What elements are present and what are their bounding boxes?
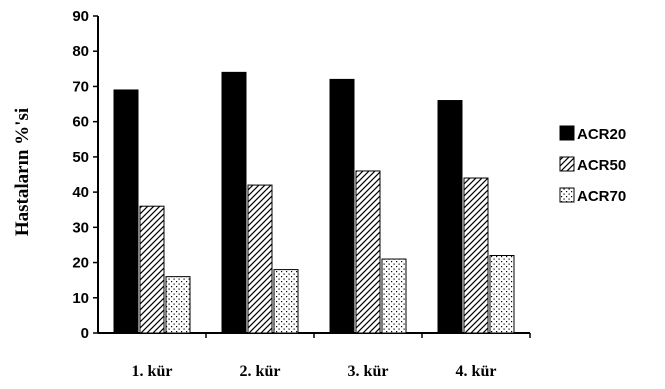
- bar-acr20-2: [221, 71, 247, 334]
- bar-acr70-2: [273, 269, 299, 334]
- bar-acr50-3: [355, 170, 381, 334]
- x-tick-label: 3. kür: [348, 363, 389, 380]
- legend-swatch-acr50: [559, 156, 575, 172]
- legend-swatch-acr20: [559, 125, 575, 141]
- y-tick-label: 80: [72, 43, 89, 60]
- bar-acr70-1: [165, 276, 191, 334]
- bar-acr20-1: [113, 89, 139, 334]
- y-tick-label: 20: [72, 255, 89, 272]
- x-tick-label: 4. kür: [456, 363, 497, 380]
- y-tick-label: 60: [72, 114, 89, 131]
- y-tick-label: 0: [81, 325, 89, 342]
- legend: ACR20 ACR50 ACR70: [559, 125, 626, 205]
- bar-acr50-2: [247, 184, 273, 334]
- y-tick-label: 70: [72, 78, 89, 95]
- y-tick-label: 30: [72, 219, 89, 236]
- plot-area: 0 10 20 30 40 50 60 70 80 90 1. kür 2. kür 3. kür 4. …: [72, 8, 531, 380]
- bar-acr70-3: [381, 258, 407, 334]
- x-tick-label: 2. kür: [240, 363, 281, 380]
- y-tick-label: 10: [72, 290, 89, 307]
- bar-acr50-1: [139, 205, 165, 334]
- bar-acr70-4: [489, 255, 515, 334]
- bar-acr50-4: [463, 177, 489, 334]
- y-tick-label: 50: [72, 149, 89, 166]
- legend-swatch-acr70: [559, 187, 575, 203]
- y-axis-label: Hastaların %'si: [12, 108, 33, 236]
- y-tick-label: 40: [72, 184, 89, 201]
- legend-label-acr50: ACR50: [577, 157, 626, 174]
- legend-label-acr20: ACR20: [577, 126, 626, 143]
- legend-label-acr70: ACR70: [577, 188, 626, 205]
- x-tick-label: 1. kür: [132, 363, 173, 380]
- bar-acr20-3: [329, 78, 355, 334]
- y-tick-label: 90: [72, 8, 89, 25]
- bar-acr20-4: [437, 100, 463, 334]
